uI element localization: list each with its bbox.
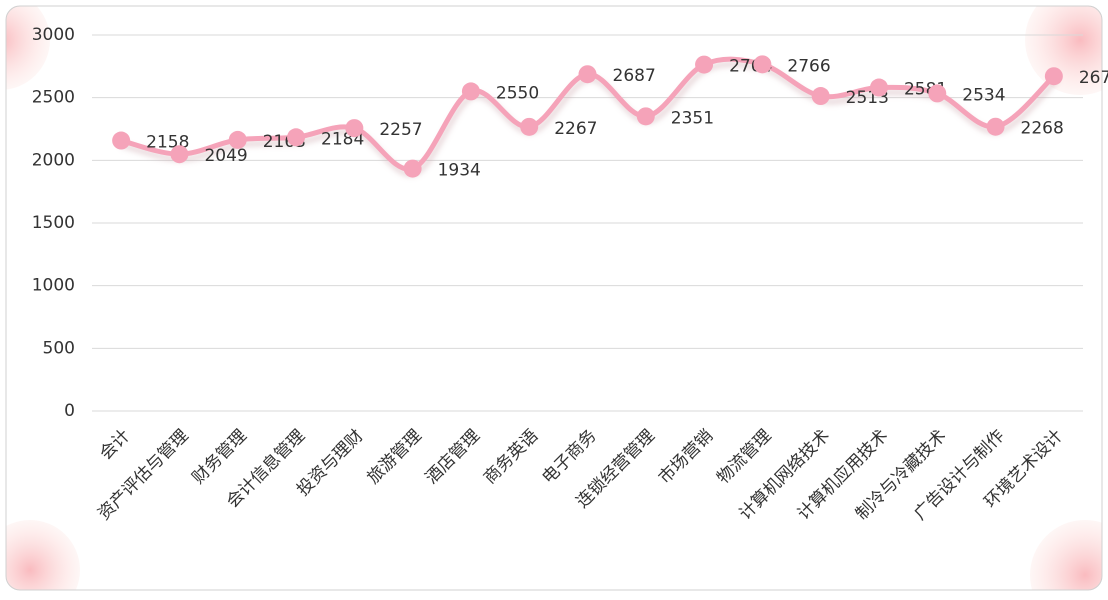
- point: [287, 128, 306, 147]
- point: [811, 87, 830, 106]
- point: [578, 65, 597, 84]
- point: [869, 78, 888, 97]
- frame: [5, 5, 1103, 591]
- x-tick-label: 酒店管理: [422, 426, 484, 488]
- y-tick-label: 2000: [32, 150, 75, 170]
- plot: 050010001500200025003000会计资产评估与管理财务管理会计信…: [32, 25, 1108, 524]
- point: [345, 119, 364, 138]
- point: [753, 55, 772, 74]
- data-label: 2671: [1079, 68, 1108, 88]
- point: [636, 107, 655, 126]
- data-label: 2049: [204, 146, 247, 166]
- y-tick-label: 3000: [32, 25, 75, 45]
- data-label: 2687: [613, 66, 656, 86]
- point: [170, 145, 189, 164]
- data-label: 2766: [787, 56, 830, 76]
- data-label: 2534: [962, 85, 1005, 105]
- data-label: 2550: [496, 83, 539, 103]
- point: [520, 117, 539, 136]
- y-tick-label: 2500: [32, 88, 75, 108]
- x-tick-label: 商务英语: [480, 426, 542, 488]
- data-label: 2351: [671, 108, 714, 128]
- data-label: 1934: [438, 161, 481, 181]
- point: [112, 131, 131, 150]
- y-tick-label: 1000: [32, 276, 75, 296]
- y-tick-label: 1500: [32, 213, 75, 233]
- point: [1044, 67, 1063, 86]
- point: [228, 130, 247, 149]
- point: [928, 84, 947, 103]
- point: [461, 82, 480, 101]
- data-label: 2268: [1021, 119, 1064, 139]
- x-tick-label: 会计: [96, 426, 134, 464]
- data-label: 2267: [554, 119, 597, 139]
- point: [986, 117, 1005, 136]
- y-tick-label: 500: [43, 338, 75, 358]
- point: [695, 55, 714, 74]
- x-tick-label: 市场营销: [655, 426, 717, 488]
- y-tick-label: 0: [64, 401, 75, 421]
- x-tick-label: 旅游管理: [363, 426, 425, 488]
- data-label: 2257: [379, 120, 422, 140]
- point: [403, 159, 422, 178]
